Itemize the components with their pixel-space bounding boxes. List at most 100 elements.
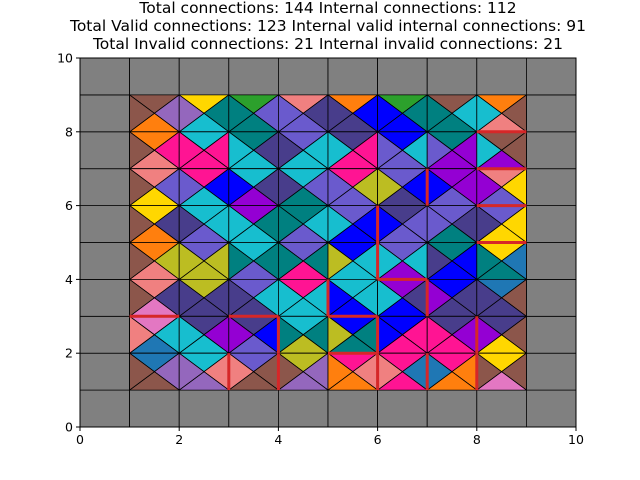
x-tick-label: 4 (274, 432, 282, 447)
y-tick-label: 0 (65, 420, 73, 435)
background-cell (526, 57, 577, 96)
tile-triangle-left (476, 94, 503, 133)
background-cell (79, 389, 130, 428)
tile-triangle-left (377, 94, 403, 133)
background-cell (327, 389, 378, 428)
tile-triangle-left (377, 131, 403, 170)
axes: 0 2 4 6 8 10 0 2 4 6 8 10 (57, 51, 584, 448)
tile-triangle-left (178, 94, 205, 133)
tile-triangle-left (129, 278, 155, 317)
tile-triangle-left (277, 242, 304, 280)
tile-triangle-left (277, 278, 304, 317)
y-tick-label: 8 (65, 124, 73, 139)
tile-triangle-left (178, 278, 205, 317)
title-line-3: Total Invalid connections: 21 Internal i… (92, 35, 563, 53)
tile-triangle-left (178, 315, 205, 354)
background-cell (79, 94, 130, 133)
tile-triangle-left (377, 168, 403, 207)
background-cell (526, 352, 577, 391)
background-cell (79, 168, 130, 206)
background-cell (526, 242, 577, 280)
tile-triangle-left (178, 168, 205, 207)
tile-triangle-left (178, 131, 205, 170)
tile-triangle-left (129, 242, 155, 280)
background-cell (277, 57, 329, 96)
background-cell (228, 389, 279, 428)
background-cell (526, 389, 577, 428)
background-cell (476, 57, 527, 96)
tile-triangle-left (277, 131, 304, 170)
background-cell (377, 389, 428, 428)
tile-triangle-left (228, 242, 255, 280)
background-cell (277, 389, 329, 428)
tile-triangle-left (228, 94, 255, 133)
tile-triangle-left (129, 352, 155, 391)
tile-triangle-left (327, 352, 354, 391)
background-cell (79, 242, 130, 280)
tile-triangle-left (476, 168, 503, 207)
x-tick-label: 8 (473, 432, 481, 447)
tile-triangle-left (228, 168, 255, 207)
tile-triangle-left (129, 94, 155, 133)
x-tick-label: 6 (374, 432, 382, 447)
background-cell (129, 57, 180, 96)
background-cell (79, 352, 130, 391)
background-cell (426, 389, 478, 428)
tile-triangle-left (228, 205, 255, 243)
tile-triangle-left (129, 168, 155, 207)
tile-triangle-left (277, 94, 304, 133)
tile-triangle-left (327, 315, 354, 354)
tile-triangle-left (327, 131, 354, 170)
y-tick-label: 10 (57, 51, 73, 66)
chart-title: Total connections: 144 Internal connecti… (69, 0, 586, 53)
tile-triangle-left (228, 131, 255, 170)
tile-triangle-left (327, 242, 354, 280)
title-line-1: Total connections: 144 Internal connecti… (138, 0, 516, 17)
axes-frame (79, 57, 577, 428)
tile-triangle-left (178, 205, 205, 243)
x-tick-label: 10 (568, 432, 584, 447)
background-cell (526, 131, 577, 170)
tile-triangle-left (327, 94, 354, 133)
background-cell (426, 57, 478, 96)
tile-triangle-left (129, 131, 155, 170)
background-cell (327, 57, 378, 96)
tile-triangle-left (129, 205, 155, 243)
background-cell (476, 389, 527, 428)
tile-triangle-left (476, 205, 503, 243)
y-tick-label: 6 (65, 198, 73, 213)
background-cell (377, 57, 428, 96)
y-tick-label: 2 (65, 346, 73, 361)
tile-triangle-left (129, 315, 155, 354)
y-tick-label: 4 (65, 272, 73, 287)
background-cell (178, 389, 230, 428)
background-cell (526, 205, 577, 243)
tile-triangle-left (228, 278, 255, 317)
background-cell (79, 205, 130, 243)
tile-triangle-left (327, 168, 354, 207)
title-line-2: Total Valid connections: 123 Internal va… (69, 17, 586, 35)
tile-triangle-left (327, 205, 354, 243)
background-cell (178, 57, 230, 96)
tile-triangle-left (178, 242, 205, 280)
background-cell (79, 315, 130, 354)
background-cell (129, 389, 180, 428)
tile-triangle-left (426, 131, 453, 170)
background-cell (526, 94, 577, 133)
x-tick-label: 2 (175, 432, 183, 447)
tile-triangle-left (426, 94, 453, 133)
tile-triangle-left (228, 315, 255, 354)
background-cell (79, 57, 130, 96)
tile-triangle-left (426, 315, 453, 354)
background-cell (526, 278, 577, 317)
tile-triangle-left (178, 352, 205, 391)
background-cell (526, 315, 577, 354)
tile-triangle-left (476, 242, 503, 280)
background-cell (79, 131, 130, 170)
background-cell (526, 168, 577, 206)
tile-triangle-left (426, 242, 453, 280)
background-cell (228, 57, 279, 96)
tile-triangle-left (277, 168, 304, 207)
tile-triangle-left (426, 205, 453, 243)
